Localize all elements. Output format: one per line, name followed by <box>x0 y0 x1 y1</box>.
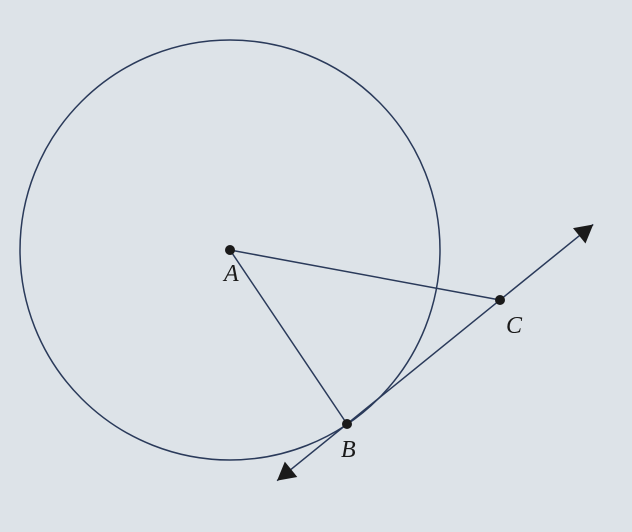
point-label-b: B <box>341 437 356 464</box>
diagram-svg <box>0 0 632 532</box>
point-label-a: A <box>224 261 239 288</box>
geometry-diagram: A B C <box>0 0 632 532</box>
point-label-c: C <box>506 313 522 340</box>
